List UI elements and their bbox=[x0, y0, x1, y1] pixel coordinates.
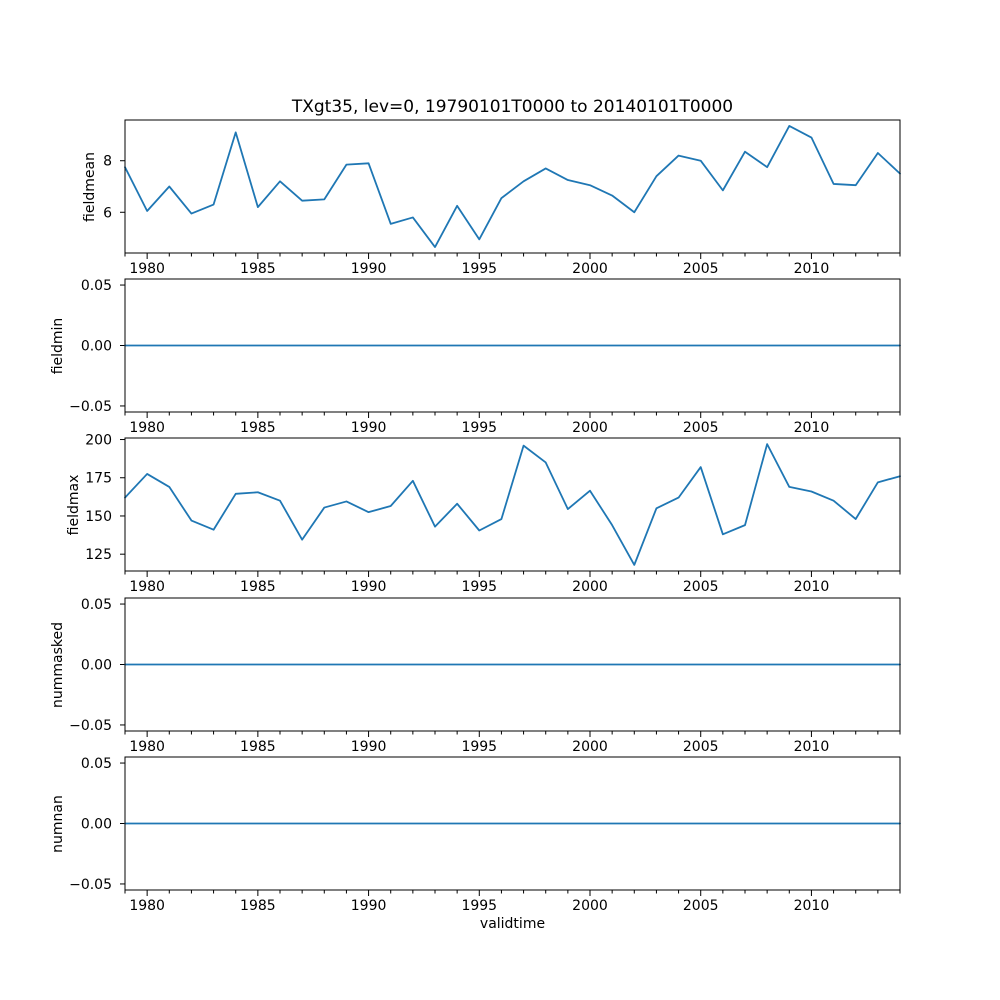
x-tick-label: 2005 bbox=[683, 898, 719, 914]
chart-fieldmean: 6 8 1980 1985 1990 1995 2000 2005 2010 bbox=[103, 119, 901, 277]
y-tick-label: 6 bbox=[103, 205, 112, 221]
axes-border bbox=[124, 278, 901, 413]
x-tick-label: 1995 bbox=[461, 420, 497, 436]
x-tick-label: 1990 bbox=[351, 898, 387, 914]
y-tick-label: 0.00 bbox=[81, 817, 112, 833]
y-tick-label: 0.00 bbox=[81, 339, 112, 355]
x-tick-label: 2000 bbox=[572, 579, 608, 595]
x-tick-label: 2000 bbox=[572, 898, 608, 914]
x-tick-label: 2000 bbox=[572, 420, 608, 436]
y-tick-label: 200 bbox=[85, 433, 112, 449]
chart-numnan: −0.05 0.00 0.05 1980 1985 1990 1995 2000 2005 201… bbox=[69, 756, 901, 914]
x-tick-label: 1985 bbox=[240, 898, 276, 914]
x-axis-label: validtime bbox=[479, 916, 546, 932]
x-tick-label: 2000 bbox=[572, 739, 608, 755]
axes-border bbox=[124, 119, 901, 254]
x-tick-label: 1995 bbox=[461, 739, 497, 755]
y-tick-label: −0.05 bbox=[69, 718, 112, 734]
fieldmean-series-line bbox=[124, 125, 901, 248]
x-tick-label: 1995 bbox=[461, 579, 497, 595]
x-tick-label: 1980 bbox=[129, 261, 165, 277]
axes-border bbox=[124, 597, 901, 732]
x-tick-label: 1990 bbox=[351, 261, 387, 277]
y-tick-label: 150 bbox=[85, 509, 112, 525]
chart-fieldmin: −0.05 0.00 0.05 1980 1985 1990 1995 2000 2005 201… bbox=[69, 278, 901, 436]
x-tick-label: 2010 bbox=[794, 420, 830, 436]
axes-border bbox=[124, 437, 901, 572]
x-tick-label: 1990 bbox=[351, 739, 387, 755]
y-tick-label: 8 bbox=[103, 154, 112, 170]
chart-fieldmax: 125 150 175 200 1980 1985 1990 1995 2000 2005 2010 bbox=[85, 433, 901, 595]
x-tick-label: 1980 bbox=[129, 898, 165, 914]
y-tick-label: 0.00 bbox=[81, 658, 112, 674]
y-tick-label: −0.05 bbox=[69, 877, 112, 893]
x-tick-label: 2005 bbox=[683, 579, 719, 595]
y-tick-label: −0.05 bbox=[69, 399, 112, 415]
x-tick-label: 2005 bbox=[683, 420, 719, 436]
x-tick-label: 1990 bbox=[351, 579, 387, 595]
x-tick-label: 2010 bbox=[794, 579, 830, 595]
y-tick-label: 0.05 bbox=[81, 597, 112, 613]
x-tick-label: 1985 bbox=[240, 420, 276, 436]
fieldmax-series-line bbox=[124, 443, 901, 566]
chart-nummasked: −0.05 0.00 0.05 1980 1985 1990 1995 2000 2005 201… bbox=[69, 597, 901, 755]
x-tick-label: 2005 bbox=[683, 261, 719, 277]
x-tick-label: 1995 bbox=[461, 898, 497, 914]
x-tick-label: 2000 bbox=[572, 261, 608, 277]
x-tick-label: 1995 bbox=[461, 261, 497, 277]
x-tick-label: 2005 bbox=[683, 739, 719, 755]
x-tick-label: 1980 bbox=[129, 579, 165, 595]
x-tick-label: 1985 bbox=[240, 579, 276, 595]
y-tick-label: 0.05 bbox=[81, 756, 112, 772]
y-tick-label: 125 bbox=[85, 547, 112, 563]
x-tick-label: 1985 bbox=[240, 739, 276, 755]
y-tick-label: 175 bbox=[85, 471, 112, 487]
y-tick-label: 0.05 bbox=[81, 278, 112, 294]
x-tick-label: 1990 bbox=[351, 420, 387, 436]
x-tick-label: 2010 bbox=[794, 261, 830, 277]
axes-border bbox=[124, 756, 901, 891]
figure-title: TXgt35, lev=0, 19790101T0000 to 20140101… bbox=[291, 97, 734, 117]
x-tick-label: 1985 bbox=[240, 261, 276, 277]
x-tick-label: 2010 bbox=[794, 898, 830, 914]
x-tick-label: 2010 bbox=[794, 739, 830, 755]
x-tick-label: 1980 bbox=[129, 420, 165, 436]
x-tick-label: 1980 bbox=[129, 739, 165, 755]
